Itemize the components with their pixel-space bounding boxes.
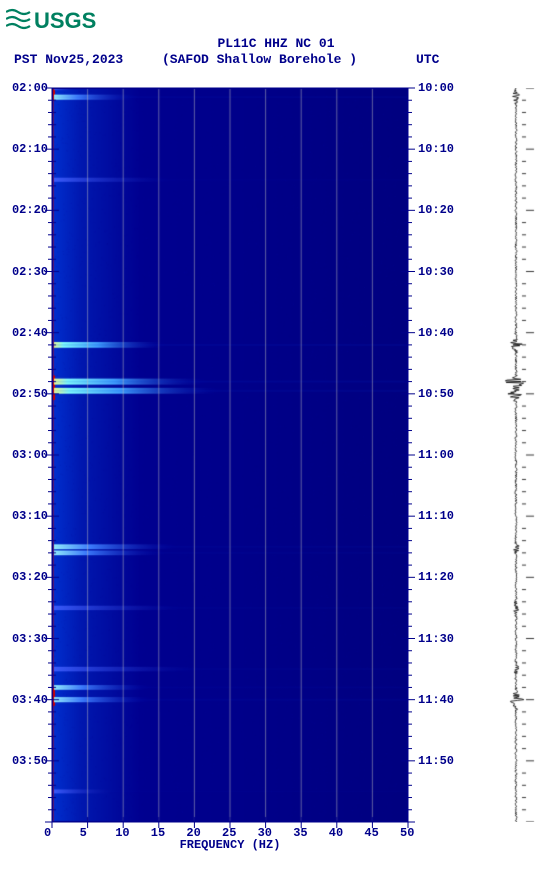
x-tick: 45 — [364, 826, 378, 840]
right-time-tick: 11:30 — [418, 632, 454, 646]
left-time-tick: 03:30 — [12, 632, 48, 646]
chart-title: PL11C HHZ NC 01 — [0, 36, 552, 51]
station-label: (SAFOD Shallow Borehole ) — [162, 52, 357, 67]
x-tick: 0 — [44, 826, 51, 840]
x-tick: 5 — [80, 826, 87, 840]
spectrogram-plot — [52, 88, 408, 822]
left-time-tick: 02:20 — [12, 203, 48, 217]
right-time-tick: 10:50 — [418, 387, 454, 401]
left-time-tick: 02:50 — [12, 387, 48, 401]
x-axis-label: FREQUENCY (HZ) — [52, 838, 408, 852]
spectrogram-canvas — [52, 88, 408, 822]
left-time-tick: 03:00 — [12, 448, 48, 462]
right-time-tick: 11:50 — [418, 754, 454, 768]
x-tick: 35 — [293, 826, 307, 840]
right-time-tick: 10:40 — [418, 326, 454, 340]
right-time-tick: 10:00 — [418, 81, 454, 95]
left-time-tick: 02:10 — [12, 142, 48, 156]
pst-date-label: PST Nov25,2023 — [14, 52, 123, 67]
x-tick: 20 — [186, 826, 200, 840]
right-time-tick: 11:20 — [418, 570, 454, 584]
right-time-tick: 10:30 — [418, 265, 454, 279]
x-tick: 25 — [222, 826, 236, 840]
left-time-tick: 03:50 — [12, 754, 48, 768]
left-time-tick: 03:10 — [12, 509, 48, 523]
right-time-tick: 11:00 — [418, 448, 454, 462]
left-time-tick: 02:40 — [12, 326, 48, 340]
chart-header: PL11C HHZ NC 01 — [0, 36, 552, 51]
right-time-tick: 11:40 — [418, 693, 454, 707]
left-time-tick: 02:00 — [12, 81, 48, 95]
right-time-tick: 10:10 — [418, 142, 454, 156]
right-time-tick: 10:20 — [418, 203, 454, 217]
x-tick: 15 — [151, 826, 165, 840]
svg-text:USGS: USGS — [34, 8, 96, 33]
x-tick: 10 — [115, 826, 129, 840]
left-time-tick: 03:40 — [12, 693, 48, 707]
left-time-tick: 02:30 — [12, 265, 48, 279]
right-time-tick: 11:10 — [418, 509, 454, 523]
usgs-logo: USGS — [6, 6, 96, 39]
x-tick: 50 — [400, 826, 414, 840]
x-tick: 40 — [329, 826, 343, 840]
x-tick: 30 — [258, 826, 272, 840]
utc-label: UTC — [416, 52, 439, 67]
left-time-tick: 03:20 — [12, 570, 48, 584]
seismogram-trace — [494, 88, 538, 822]
